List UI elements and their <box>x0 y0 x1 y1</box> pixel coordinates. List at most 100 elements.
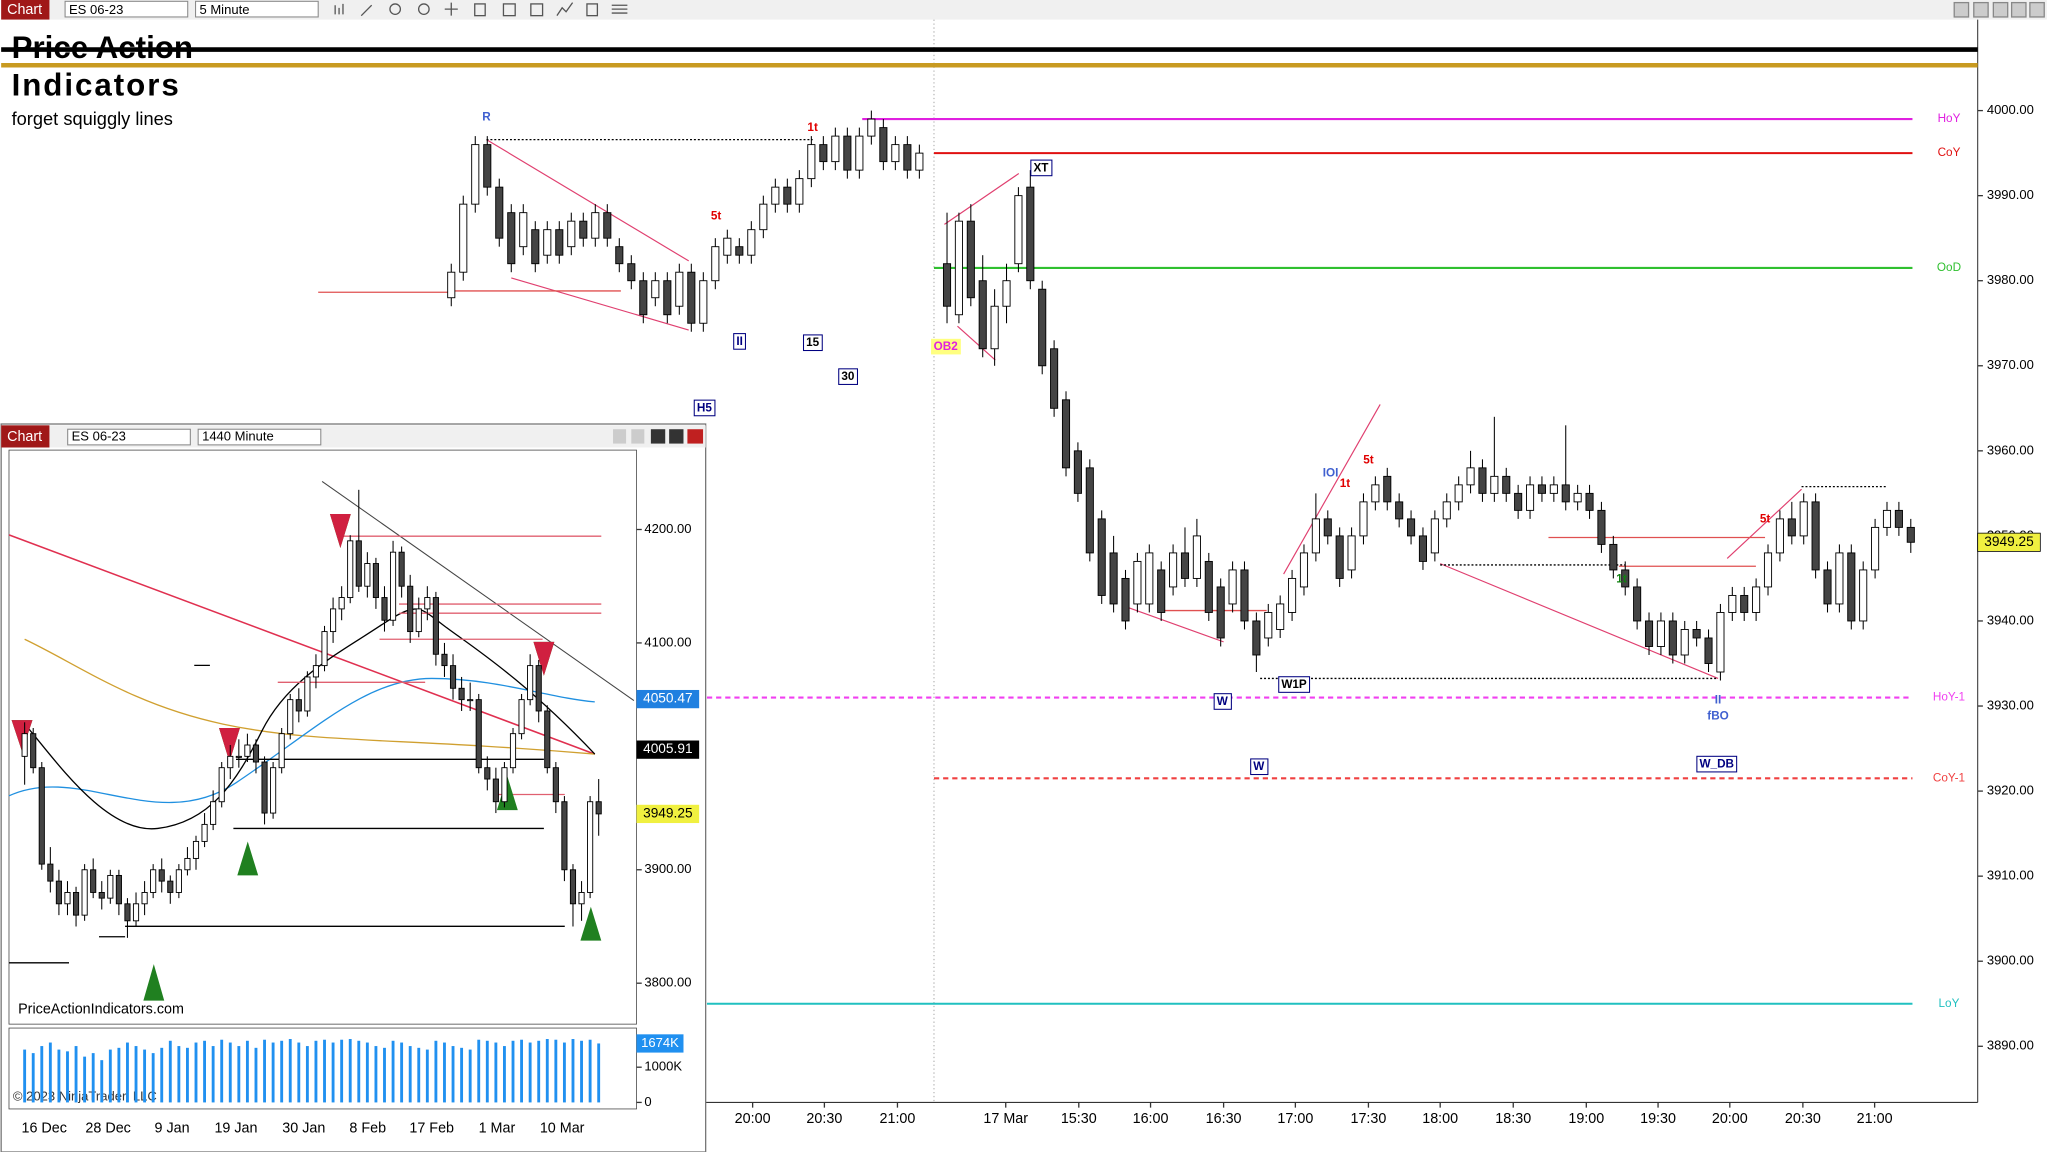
toolbar <box>1 0 2047 20</box>
window-button[interactable] <box>1953 1 1970 18</box>
candle-body <box>389 551 397 621</box>
bars-icon[interactable] <box>334 3 344 15</box>
candle-body <box>1085 467 1094 554</box>
annotation: II <box>1715 694 1722 707</box>
zoom-out-icon[interactable] <box>417 3 430 16</box>
candle-body <box>312 665 320 678</box>
annotation-box <box>733 333 746 350</box>
candle-body <box>1775 518 1784 554</box>
candle-body <box>1537 484 1546 494</box>
x-tick-label: 21:00 <box>879 1111 915 1127</box>
templates-icon[interactable] <box>502 3 516 17</box>
candle-body <box>519 212 528 248</box>
interval-label[interactable]: 5 Minute <box>199 2 249 17</box>
level-label: CoY-1 <box>1933 771 1965 784</box>
window-button[interactable] <box>1973 1 1989 18</box>
candle-body <box>441 653 448 667</box>
chart-tab[interactable] <box>1 0 50 20</box>
toolbar-icons[interactable] <box>334 2 628 17</box>
last-price-box <box>1977 532 2041 552</box>
candle-body <box>381 597 388 621</box>
candle-body <box>218 767 225 803</box>
annotation: 5t <box>711 210 722 223</box>
inset-window-buttons[interactable] <box>613 429 704 444</box>
candle-body <box>807 144 816 180</box>
candle-body <box>1026 186 1035 282</box>
instrument-label[interactable]: ES 06-23 <box>69 2 123 17</box>
candle-body <box>509 733 517 769</box>
last-price-label: 3949.25 <box>1984 534 2034 549</box>
inset-y-tick-label: 3900.00 <box>644 861 691 876</box>
annotation: XT <box>1033 161 1049 174</box>
x-tick-label: 20:30 <box>1785 1111 1821 1127</box>
inset-instrument-label[interactable]: ES 06-23 <box>72 428 126 443</box>
candle-body <box>1680 629 1689 656</box>
candle-body <box>1133 560 1142 605</box>
inset-y-tick-label: 3800.00 <box>644 975 691 990</box>
strategies-icon[interactable] <box>556 2 574 17</box>
candle-body <box>587 801 594 893</box>
candle-body <box>1442 501 1451 520</box>
candle-body <box>1359 501 1368 537</box>
window-button[interactable] <box>669 429 684 444</box>
window-button[interactable] <box>2029 1 2045 18</box>
x-tick-label: 20:00 <box>735 1111 771 1127</box>
interval-select[interactable] <box>195 0 319 18</box>
inset-volume-frame <box>8 1027 637 1110</box>
window-button[interactable] <box>613 429 627 444</box>
candle-body <box>158 869 165 882</box>
candle-body <box>819 144 828 163</box>
close-button[interactable] <box>687 429 704 444</box>
candle-body <box>1050 348 1059 409</box>
candle-body <box>1407 518 1416 537</box>
candle-body <box>150 869 157 893</box>
draw-icon[interactable] <box>360 4 373 17</box>
y-tick-label: 3960.00 <box>1987 442 2034 457</box>
candle-body <box>723 237 732 256</box>
candle-body <box>459 203 468 273</box>
candle-body <box>1180 552 1190 579</box>
instrument-select[interactable] <box>64 0 189 18</box>
inset-instrument-select[interactable] <box>67 428 191 446</box>
inset-interval-label[interactable]: 1440 Minute <box>202 428 274 443</box>
chart-tab-label[interactable]: Chart <box>7 2 42 18</box>
candle-body <box>711 246 720 282</box>
zoom-in-icon[interactable] <box>389 3 402 16</box>
inset-chart-tab[interactable] <box>1 425 50 448</box>
y-tick-label: 3940.00 <box>1987 612 2034 627</box>
inset-tab-label[interactable]: Chart <box>7 429 42 445</box>
annotation-box <box>838 368 858 385</box>
inset-x-tick-label: 28 Dec <box>85 1120 130 1136</box>
candle-body <box>330 608 337 633</box>
candle-body <box>1597 509 1606 545</box>
window-button[interactable] <box>631 429 645 444</box>
candle-body <box>1811 501 1820 571</box>
candle-body <box>1169 552 1178 588</box>
candle-body <box>1847 552 1856 622</box>
candle-body <box>1288 577 1297 613</box>
properties-icon[interactable] <box>474 3 486 17</box>
candle-body <box>244 744 251 757</box>
window-button[interactable] <box>1992 1 2009 18</box>
crosshair-icon[interactable] <box>444 2 458 16</box>
y-tick-label: 3990.00 <box>1987 187 2034 202</box>
window-buttons[interactable] <box>1953 1 2045 18</box>
inset-x-tick-label: 16 Dec <box>21 1120 66 1136</box>
level-label: OoD <box>1937 261 1961 274</box>
menu-icon[interactable] <box>611 4 628 14</box>
inset-price-box <box>636 804 700 824</box>
candle-body <box>1061 399 1071 469</box>
data-icon[interactable] <box>586 3 599 17</box>
candle-body <box>141 892 148 905</box>
inset-interval-select[interactable] <box>197 428 322 446</box>
window-button[interactable] <box>650 429 666 444</box>
annotation-box <box>802 334 823 352</box>
x-tick-label: 17:30 <box>1350 1111 1386 1127</box>
candle-body <box>1002 280 1011 307</box>
indicators-icon[interactable] <box>530 3 544 17</box>
candle-body <box>261 761 268 814</box>
candle-body <box>90 869 97 893</box>
window-button[interactable] <box>2010 1 2027 18</box>
annotation: OB2 <box>934 340 959 353</box>
